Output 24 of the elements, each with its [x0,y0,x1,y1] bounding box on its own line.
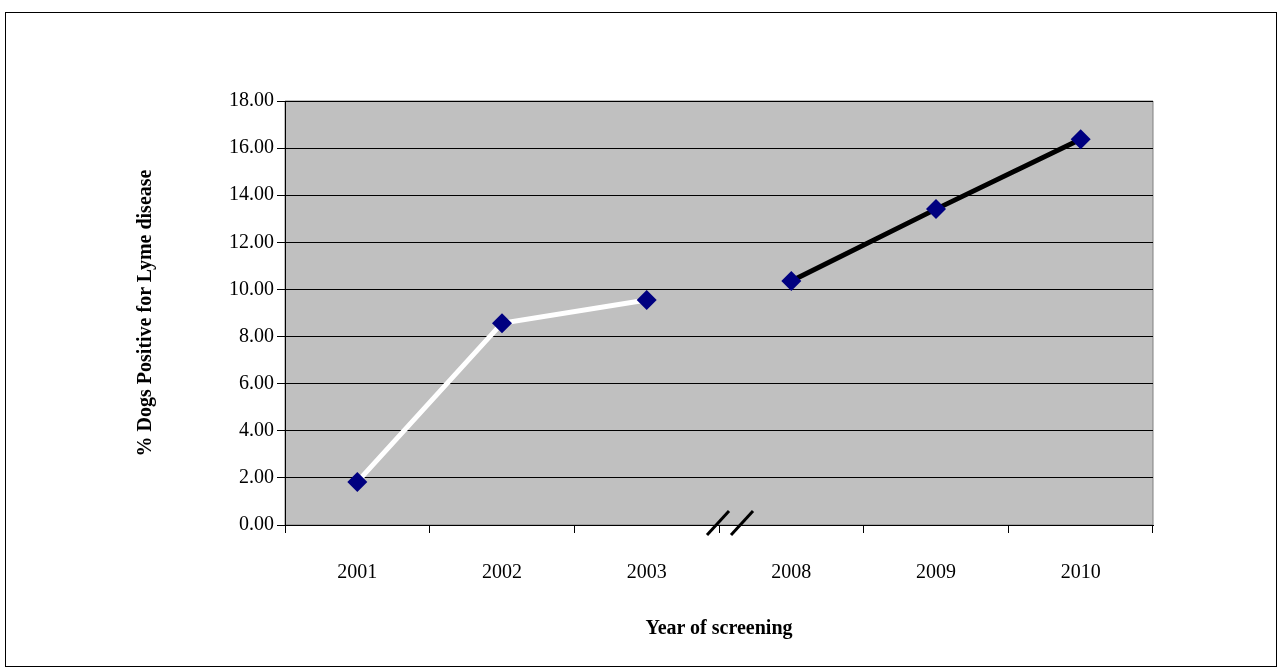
point [1070,129,1091,150]
y-tick-label: 6.00 [239,370,274,393]
y-tick-label: 18.00 [229,88,274,111]
y-tick-label: 4.00 [239,418,274,441]
x-tick-label: 2010 [1060,560,1101,583]
point [926,199,946,220]
point [636,290,657,311]
y-tick-label: 12.00 [229,229,274,252]
y-axis-title: % Dogs Positive for Lyme disease [133,169,157,457]
y-tick-label: 14.00 [229,182,274,205]
x-tick-label: 2001 [337,560,378,583]
y-tick-label: 10.00 [229,276,274,299]
point [347,471,368,492]
x-tick-label: 2009 [916,560,956,583]
y-tick-label: 8.00 [239,323,274,346]
y-tick-label: 2.00 [239,465,274,488]
point [781,270,802,291]
x-tick-label: 2008 [771,560,812,583]
x-tick-label: 2002 [482,560,522,583]
x-tick-label: 2003 [626,560,667,583]
x-axis-title: Year of screening [645,616,793,640]
point [492,313,512,334]
y-tick-label: 0.00 [239,512,274,535]
y-tick-label: 16.00 [229,135,274,158]
